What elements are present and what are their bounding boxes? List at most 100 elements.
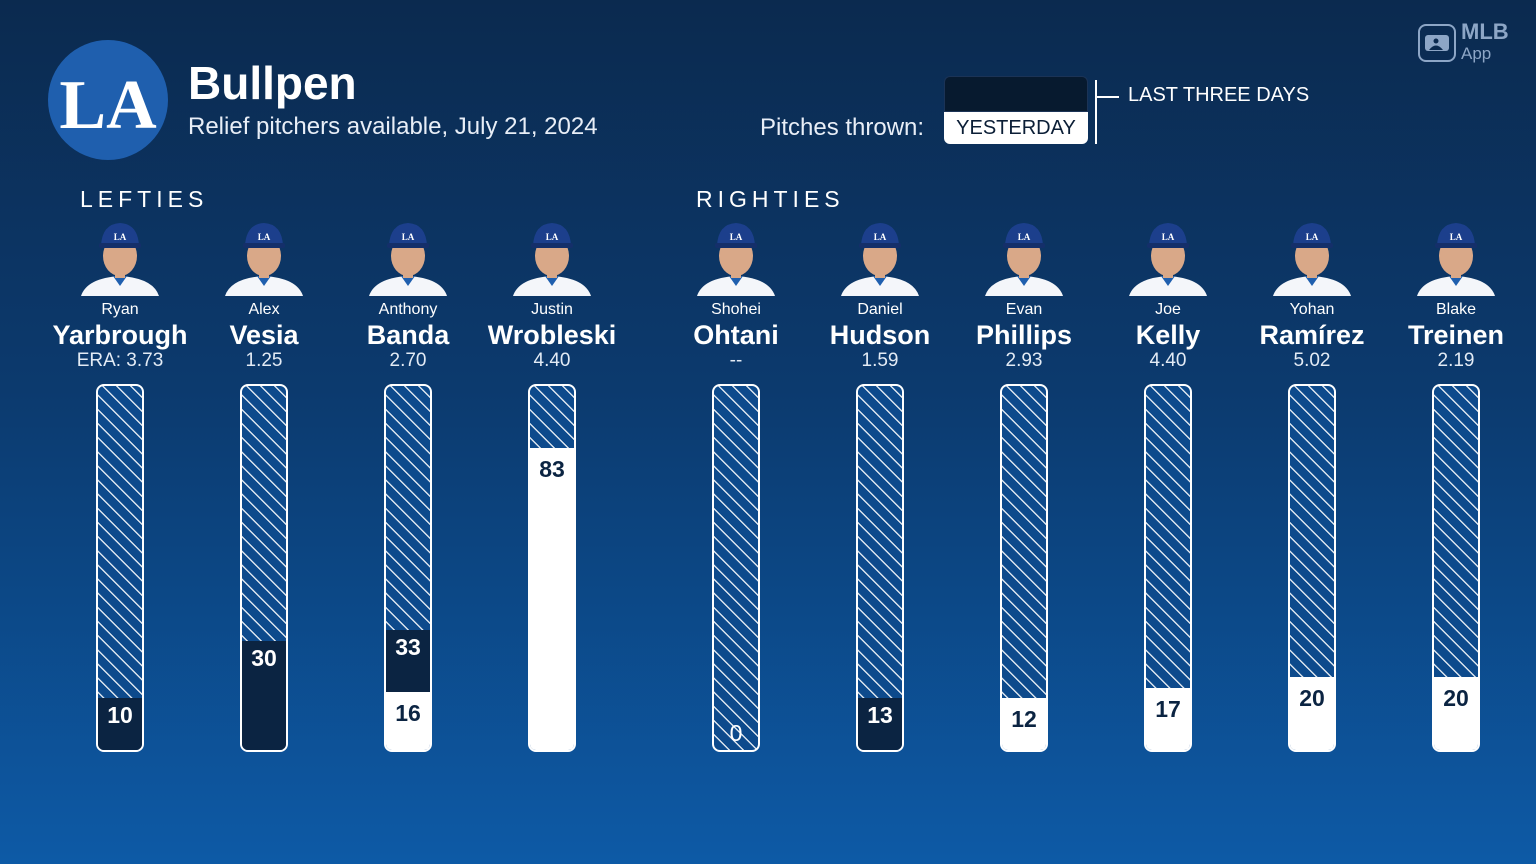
player-headshot-icon: LA (1129, 223, 1207, 296)
righties-label: RIGHTIES (696, 186, 845, 212)
player-era: 2.19 (1437, 350, 1475, 371)
legend-bracket (1095, 80, 1097, 144)
player-era: 1.25 (245, 350, 283, 371)
player-last-name: Vesia (229, 320, 299, 350)
pitch-count-bar: 20 (1288, 384, 1336, 752)
mlb-logo-icon (1418, 24, 1456, 62)
pitch-count-bar: 10 (96, 384, 144, 752)
player-last-name: Banda (366, 320, 450, 350)
player-headshot-icon: LA (1273, 223, 1351, 296)
player-era: 5.02 (1293, 350, 1331, 371)
last-three-days-value-label: 13 (867, 702, 893, 728)
last-three-days-toggle-swatch[interactable] (944, 76, 1088, 112)
yesterday-toggle-button[interactable]: YESTERDAY (944, 112, 1088, 144)
page-title: Bullpen (188, 57, 357, 109)
last-three-days-segment (858, 698, 902, 750)
player-first-name: Ryan (101, 301, 139, 318)
svg-text:LA: LA (402, 232, 415, 242)
pitches-thrown-label: Pitches thrown: (760, 114, 925, 141)
pitch-count-bar: 20 (1432, 384, 1480, 752)
svg-text:LA: LA (1018, 232, 1031, 242)
player-era: 2.70 (389, 350, 427, 371)
svg-text:LA: LA (59, 67, 157, 144)
player-headshot-icon: LA (513, 223, 591, 296)
yesterday-segment (1002, 698, 1046, 750)
svg-text:LA: LA (1162, 232, 1175, 242)
mlb-brand: MLB (1461, 19, 1509, 44)
yesterday-segment (386, 691, 430, 750)
player-headshot-icon: LA (1417, 223, 1495, 296)
pitch-count-bar: 16 33 (384, 384, 432, 752)
player-headshot-icon: LA (369, 223, 447, 296)
player-card: LA Evan Phillips 2.93 (949, 216, 1099, 372)
player-era: -- (729, 350, 743, 371)
player-era: ERA: 3.73 (76, 350, 164, 371)
player-first-name: Daniel (857, 301, 903, 318)
yesterday-value-label: 83 (539, 455, 565, 482)
player-headshot-icon: LA (985, 223, 1063, 296)
player-first-name: Blake (1435, 301, 1477, 318)
pitch-count-bar: 83 (528, 384, 576, 752)
la-logo-icon: LA (59, 67, 157, 144)
pitch-count-bar: 0 (712, 384, 760, 752)
player-era: 2.93 (1005, 350, 1043, 371)
player-card: LA Shohei Ohtani -- (661, 216, 811, 372)
yesterday-value-label: 20 (1299, 685, 1325, 712)
player-last-name: Hudson (829, 320, 931, 350)
player-first-name: Shohei (711, 301, 761, 318)
player-last-name: Ramírez (1259, 320, 1365, 350)
pitch-count-bar: 17 (1144, 384, 1192, 752)
yesterday-value-label: 17 (1155, 696, 1181, 723)
player-first-name: Evan (1005, 301, 1043, 318)
last-three-days-value-label: 33 (395, 633, 421, 660)
player-first-name: Justin (531, 301, 573, 318)
last-three-days-label[interactable]: LAST THREE DAYS (1128, 84, 1310, 106)
pitch-count-bar: 13 (856, 384, 904, 752)
pitch-count-bar: 12 (1000, 384, 1048, 752)
last-three-days-value-label: 30 (251, 644, 277, 671)
yesterday-segment (1434, 677, 1478, 750)
yesterday-segment (1146, 688, 1190, 750)
pitch-count-bar: 30 (240, 384, 288, 752)
player-last-name: Treinen (1407, 320, 1505, 350)
player-card: LA Ryan Yarbrough ERA: 3.73 (45, 216, 195, 372)
player-last-name: Ohtani (693, 320, 779, 350)
player-era: 1.59 (861, 350, 899, 371)
player-era: 4.40 (533, 350, 571, 371)
last-three-days-segment (386, 629, 430, 692)
player-last-name: Phillips (975, 320, 1073, 350)
team-logo: LA (48, 40, 168, 160)
last-three-days-value-label: 0 (729, 720, 743, 746)
svg-text:LA: LA (546, 232, 559, 242)
player-headshot-icon: LA (81, 223, 159, 296)
player-card: LA Justin Wrobleski 4.40 (477, 216, 627, 372)
yesterday-value-label: 12 (1011, 706, 1037, 732)
player-card: LA Alex Vesia 1.25 (189, 216, 339, 372)
yesterday-segment (1290, 677, 1334, 750)
svg-text:LA: LA (1306, 232, 1319, 242)
player-headshot-icon: LA (841, 223, 919, 296)
svg-text:LA: LA (1450, 232, 1463, 242)
player-last-name: Kelly (1135, 320, 1201, 350)
player-card: LA Daniel Hudson 1.59 (805, 216, 955, 372)
mlb-app-label: App (1461, 44, 1492, 63)
player-last-name: Wrobleski (487, 320, 617, 350)
player-first-name: Joe (1155, 301, 1181, 318)
yesterday-segment (530, 447, 574, 750)
player-headshot-icon: LA (697, 223, 775, 296)
page-subtitle: Relief pitchers available, July 21, 2024 (188, 113, 598, 140)
player-card: LA Yohan Ramírez 5.02 (1237, 216, 1387, 372)
last-three-days-segment (242, 640, 286, 750)
player-card: LA Joe Kelly 4.40 (1093, 216, 1243, 372)
yesterday-value-label: 20 (1443, 685, 1469, 712)
yesterday-value-label: 16 (395, 699, 421, 726)
svg-text:LA: LA (258, 232, 271, 242)
lefties-label: LEFTIES (80, 186, 209, 212)
player-first-name: Yohan (1289, 301, 1335, 318)
player-card: LA Blake Treinen 2.19 (1381, 216, 1531, 372)
player-first-name: Anthony (378, 301, 438, 318)
player-card: LA Anthony Banda 2.70 (333, 216, 483, 372)
player-headshot-icon: LA (225, 223, 303, 296)
last-three-days-segment (98, 698, 142, 750)
player-era: 4.40 (1149, 350, 1187, 371)
